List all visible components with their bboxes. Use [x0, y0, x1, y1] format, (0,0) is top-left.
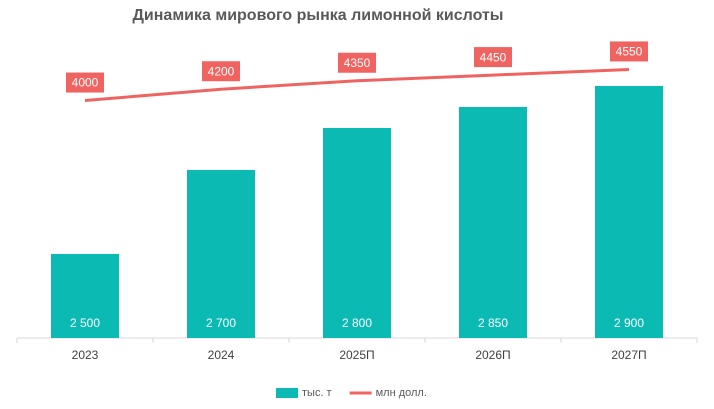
line-label-box [610, 41, 648, 62]
bar-value-label: 2 500 [70, 316, 100, 330]
line-label-box [338, 52, 376, 73]
bar [187, 170, 255, 338]
bar-value-label: 2 850 [478, 316, 508, 330]
bar [595, 86, 663, 338]
x-tick-label: 2026П [475, 348, 510, 362]
line-value-label: 4450 [480, 50, 507, 64]
line-value-label: 4350 [344, 56, 371, 70]
line-label-box [66, 72, 104, 93]
line-label-box [202, 61, 240, 82]
x-tick-label: 2025П [339, 348, 374, 362]
bar [323, 128, 391, 338]
chart-title: Динамика мирового рынка лимонной кислоты [133, 7, 504, 24]
bar [51, 254, 119, 338]
legend-swatch [276, 388, 298, 398]
legend-label: тыс. т [302, 387, 332, 399]
x-tick-label: 2023 [72, 348, 99, 362]
bar-value-label: 2 800 [342, 316, 372, 330]
line-value-label: 4000 [72, 76, 99, 90]
line [84, 67, 630, 103]
x-tick-label: 2027П [611, 348, 646, 362]
line-value-label: 4200 [208, 64, 235, 78]
bar-value-label: 2 700 [206, 316, 236, 330]
legend-label: млн долл. [376, 387, 427, 399]
line-value-label: 4550 [616, 45, 643, 59]
x-tick-label: 2024 [208, 348, 235, 362]
bar [459, 107, 527, 338]
line-label-box [474, 47, 512, 68]
bar-value-label: 2 900 [614, 316, 644, 330]
